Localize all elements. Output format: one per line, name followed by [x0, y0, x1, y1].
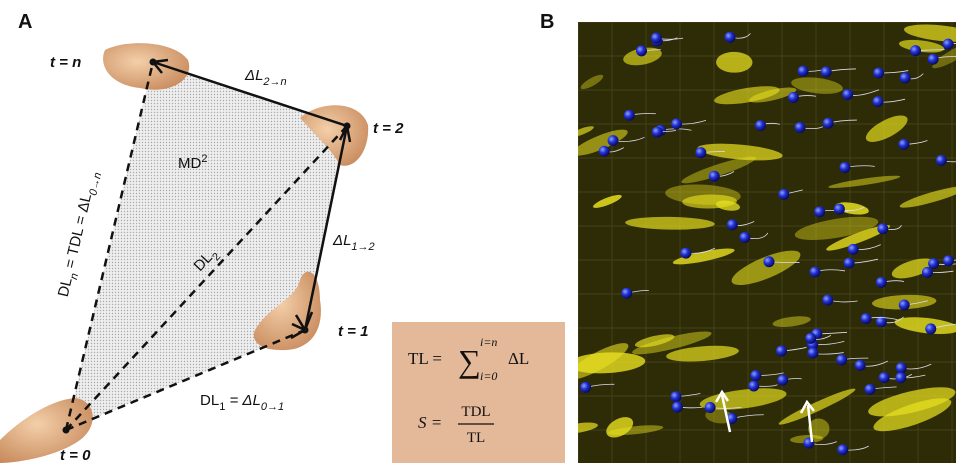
nucleus	[709, 171, 720, 182]
time-label: t = n	[50, 54, 81, 71]
nucleus	[936, 155, 947, 166]
nucleus	[651, 33, 662, 44]
nucleus	[807, 347, 818, 358]
nucleus	[727, 219, 738, 230]
nucleus	[670, 391, 681, 402]
nucleus	[861, 313, 872, 324]
nucleus	[834, 204, 845, 215]
nucleus	[725, 32, 736, 43]
sum-lower: i=0	[480, 369, 497, 383]
nucleus	[599, 146, 610, 157]
nucleus	[898, 139, 909, 150]
nucleus	[695, 147, 706, 158]
nucleus	[899, 299, 910, 310]
nucleus	[943, 255, 954, 266]
nucleus	[922, 267, 933, 278]
nucleus	[777, 375, 788, 386]
nucleus	[776, 345, 787, 356]
nucleus	[739, 232, 750, 243]
subscript: 2→n	[262, 76, 286, 88]
nucleus	[822, 295, 833, 306]
panel-b: B	[540, 11, 956, 463]
nucleus	[608, 135, 619, 146]
nucleus	[837, 444, 848, 455]
nucleus	[705, 402, 716, 413]
numerator: TDL	[461, 404, 490, 420]
text: DL	[200, 392, 219, 409]
nucleus	[900, 72, 911, 83]
time-label: t = 2	[373, 120, 404, 137]
nucleus	[910, 45, 921, 56]
text: MD	[178, 155, 201, 172]
nucleus	[621, 288, 632, 299]
time-label: t = 0	[60, 447, 91, 463]
superscript: 2	[201, 153, 207, 165]
nucleus	[943, 39, 954, 50]
subscript: 0→n	[87, 171, 104, 196]
nucleus	[750, 370, 761, 381]
text: ΔL	[244, 67, 263, 84]
nucleus	[925, 323, 936, 334]
step-label: ΔL1→2	[332, 232, 375, 253]
subscript: 1→2	[351, 241, 374, 253]
nucleus	[896, 362, 907, 373]
nucleus	[795, 122, 806, 133]
nucleus	[823, 118, 834, 129]
figure: A t = n t = 2 t = 1 t = 0 ΔL2→n ΔL1→2 MD…	[0, 0, 956, 463]
sum-term: ΔL	[508, 349, 529, 368]
panel-label: A	[18, 11, 32, 33]
nucleus	[836, 354, 847, 365]
nucleus	[876, 277, 887, 288]
nucleus	[877, 223, 888, 234]
nucleus	[895, 372, 906, 383]
dl-label: DL1 = ΔL0→1	[200, 392, 284, 413]
nucleus	[788, 92, 799, 103]
cell	[103, 43, 189, 90]
nucleus	[672, 402, 683, 413]
nucleus	[839, 162, 850, 173]
nucleus	[636, 45, 647, 56]
text: ΔL	[332, 232, 351, 249]
nucleus	[680, 248, 691, 259]
nucleus	[755, 120, 766, 131]
nucleus	[865, 384, 876, 395]
nucleus	[798, 66, 809, 77]
nucleus	[928, 54, 939, 65]
nucleus	[821, 66, 832, 77]
nucleus	[809, 267, 820, 278]
text: = ΔL	[225, 392, 261, 409]
dl-label: DLn = TDL = ΔL0→n	[55, 169, 104, 299]
step-label: ΔL2→n	[244, 67, 287, 88]
time-label: t = 1	[338, 323, 368, 340]
nucleus	[855, 360, 866, 371]
nucleus	[763, 256, 774, 267]
nucleus	[872, 96, 883, 107]
nucleus	[652, 127, 663, 138]
nucleus	[844, 258, 855, 269]
formula-tl: TL =	[408, 349, 442, 368]
nucleus	[778, 189, 789, 200]
nucleus	[873, 68, 884, 79]
panel-a: A t = n t = 2 t = 1 t = 0 ΔL2→n ΔL1→2 MD…	[0, 11, 565, 463]
nucleus	[879, 372, 890, 383]
denominator: TL	[467, 430, 485, 446]
text: = TDL = ΔL	[61, 192, 96, 274]
sum-sign: ∑	[458, 343, 481, 379]
panel-label: B	[540, 11, 554, 33]
sum-upper: i=n	[480, 335, 497, 349]
nucleus	[580, 382, 591, 393]
nucleus	[814, 206, 825, 217]
nucleus	[805, 333, 816, 344]
subscript: 0→1	[261, 401, 284, 413]
nucleus	[748, 380, 759, 391]
nucleus	[848, 244, 859, 255]
nucleus	[842, 89, 853, 100]
formula-s: S =	[418, 413, 442, 432]
nucleus	[624, 110, 635, 121]
nucleus	[671, 118, 682, 129]
